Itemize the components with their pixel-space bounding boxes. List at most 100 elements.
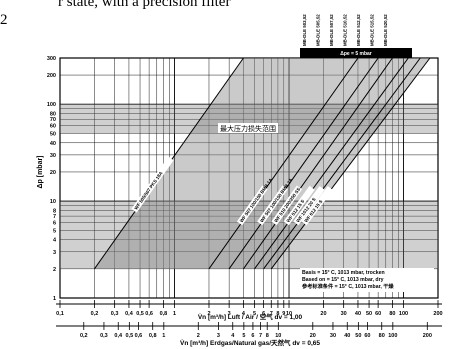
- series-line: [243, 57, 393, 270]
- x2-tick-label: 20: [310, 333, 316, 339]
- top-header-bar: [300, 48, 412, 58]
- y-tick-label: 100: [47, 102, 56, 108]
- x-tick-label: 5: [253, 311, 256, 317]
- top-series-label: MB-DLE 512,52: [356, 14, 361, 46]
- y-tick-label: 1: [53, 296, 56, 302]
- y-tick-label: 70: [50, 117, 56, 123]
- x-tick-label: 0,3: [111, 311, 119, 317]
- series-label-background: [236, 185, 268, 226]
- x2-tick-label: 3: [217, 333, 220, 339]
- y-tick-label: 200: [47, 73, 56, 79]
- series-line: [270, 57, 431, 270]
- x2-tick-label: 0,8: [149, 333, 157, 339]
- y-tick-label: 60: [50, 124, 56, 130]
- x2-tick-label: 40: [344, 333, 350, 339]
- x-tick-label: 0,5: [136, 311, 144, 317]
- operating-range-band: [94, 58, 430, 269]
- top-series-label: MB-DLE 505,52: [316, 14, 321, 46]
- x-tick-label: 1: [173, 311, 176, 317]
- x2-tick-label: 30: [330, 333, 336, 339]
- y-tick-label: 50: [50, 131, 56, 137]
- y-tick-label: 20: [50, 170, 56, 176]
- x2-tick-label: 0,5: [126, 333, 134, 339]
- x2-tick-label: 4: [231, 333, 235, 339]
- x-axis-label-2: V̇n [m³/h] Erdgas/Natural gas/天然气 dv = 0…: [180, 338, 320, 347]
- x2-tick-label: 0,6: [135, 333, 143, 339]
- x2-tick-label: 2: [197, 333, 200, 339]
- series-label-background: [257, 185, 288, 226]
- x2-tick-label: 0,2: [80, 333, 88, 339]
- x2-tick-label: 50: [355, 333, 361, 339]
- x2-tick-label: 10: [275, 333, 281, 339]
- shaded-bands: [60, 58, 438, 269]
- x-tick-label: 2: [207, 311, 210, 317]
- x-tick-label: 80: [389, 311, 395, 317]
- y-tick-label: 3: [53, 250, 56, 256]
- x-tick-label: 20: [320, 311, 326, 317]
- x-tick-label: 60: [375, 311, 381, 317]
- x-axis-label: V̇n [m³/h] Luft / Air / 空气 dv = 1,00: [198, 312, 303, 321]
- x-tick-label: 8: [276, 311, 279, 317]
- x2-tick-label: 80: [379, 333, 385, 339]
- x2-tick-label: 0,4: [114, 333, 123, 339]
- y-tick-label: 7: [53, 214, 56, 220]
- x-tick-label: 0,1: [56, 311, 64, 317]
- x-tick-label: 0,8: [160, 311, 168, 317]
- top-series-labels: MB-DLE 503,52 MB-DLE 505,52 MB-DLE 507,52 M…: [302, 14, 388, 46]
- x2-tick-label: 8: [266, 333, 269, 339]
- x-tick-label: 0,2: [91, 311, 99, 317]
- x-tick-label: 30: [341, 311, 347, 317]
- top-series-label: MB-DLE 515,52: [370, 14, 375, 46]
- page-text-line-1: r state, with a precision filter: [58, 0, 231, 10]
- x2-tick-label: 60: [364, 333, 370, 339]
- series-label-background: [301, 186, 334, 226]
- series-line: [263, 57, 421, 270]
- band-label: 最大压力损失范围: [220, 124, 276, 133]
- x-tick-label: 100: [399, 311, 408, 317]
- x-tick-label: 40: [355, 311, 361, 317]
- x-tick-label: 7: [270, 311, 273, 317]
- x-tick-label: 9: [282, 311, 285, 317]
- band-label-box: 最大压力损失范围: [218, 123, 278, 133]
- y-tick-label: 300: [47, 56, 56, 62]
- x-tick-label: 10: [286, 311, 292, 317]
- x2-tick-label: 1: [162, 333, 165, 339]
- series-label-background: [293, 186, 325, 226]
- series-label-background: [283, 185, 315, 226]
- grid-lines: [59, 57, 439, 299]
- top-series-label: MB-DLE 507,52: [329, 14, 334, 46]
- top-series-label: MB-DLE 510,52: [343, 14, 348, 46]
- x2-tick-label: 5: [242, 333, 245, 339]
- pe-label: Δpe = 5 mbar: [340, 51, 372, 57]
- x2-tick-label: 6: [251, 333, 254, 339]
- top-series-header: Δpe = 5 mbar: [300, 48, 412, 58]
- y-tick-label: 80: [50, 112, 56, 118]
- y-tick-label: 6: [53, 221, 56, 227]
- basis-line-1: Basis = 15° C, 1013 mbar, trocken: [302, 270, 385, 276]
- series-line: [254, 57, 409, 270]
- x2-tick-label: 0,3: [100, 333, 108, 339]
- x-tick-label: 200: [433, 311, 442, 317]
- y-tick-label: 8: [53, 209, 56, 215]
- series-lines: [94, 57, 431, 270]
- y-tick-label: 2: [53, 267, 56, 273]
- x-tick-label: 6: [262, 311, 265, 317]
- x-tick-label: 0,4: [125, 311, 134, 317]
- y-axis-label: Δp [mbar]: [37, 155, 44, 188]
- page-text-line-2: 2: [0, 12, 8, 28]
- y-tick-label: 40: [50, 141, 56, 147]
- series-label-background: [131, 156, 174, 213]
- series-line: [228, 57, 379, 270]
- top-series-label: MB-DLE 520,52: [383, 14, 388, 46]
- series-line: [208, 57, 359, 270]
- top-series-label: MB-DLE 503,52: [302, 14, 307, 46]
- series-label-background: [271, 185, 303, 226]
- x-tick-label: 4: [242, 311, 246, 317]
- x-tick-label: 50: [366, 311, 372, 317]
- basis-note-background: [300, 268, 434, 292]
- x-tick-label: 3: [228, 311, 231, 317]
- plot-background: [59, 57, 439, 299]
- x2-tick-label: 100: [388, 333, 397, 339]
